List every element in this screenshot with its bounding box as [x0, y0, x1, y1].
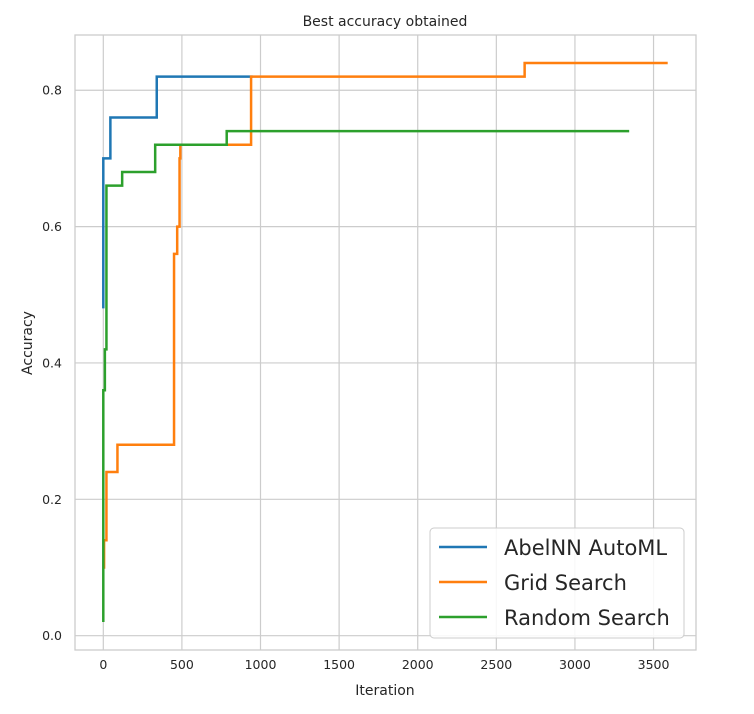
legend-label: AbelNN AutoML — [504, 536, 667, 560]
tick-labels: 0 500 1000 1500 2000 2500 3000 3500 0.0 0.2 0.4 0.6… — [42, 83, 669, 672]
legend-label: Grid Search — [504, 571, 627, 595]
x-tick-label: 3000 — [559, 657, 591, 672]
legend-box — [429, 527, 685, 639]
series-line-grid-search — [102, 61, 668, 569]
plot-frame — [74, 34, 697, 651]
x-tick-label: 0 — [99, 657, 107, 672]
x-tick-label: 2500 — [480, 657, 512, 672]
x-axis-label: Iteration — [355, 683, 414, 699]
y-tick-label: 0.2 — [42, 492, 62, 507]
x-tick-label: 2000 — [402, 657, 434, 672]
series-line-abelnn-automl — [102, 75, 253, 309]
y-tick-label: 0.8 — [42, 83, 62, 98]
chart-title: Best accuracy obtained — [303, 14, 468, 30]
legend-label: Random Search — [504, 606, 670, 630]
x-tick-label: 1000 — [245, 657, 277, 672]
y-tick-label: 0.4 — [42, 355, 62, 370]
y-tick-label: 0.6 — [42, 219, 62, 234]
x-tick-label: 1500 — [323, 657, 355, 672]
series-line-random-search — [102, 129, 630, 623]
legend: AbelNN AutoML Grid Search Random Search — [429, 527, 685, 639]
x-tick-label: 500 — [170, 657, 194, 672]
y-tick-label: 0.0 — [42, 628, 62, 643]
y-axis-label: Accuracy — [20, 311, 36, 375]
x-tick-label: 3500 — [638, 657, 670, 672]
series-lines — [102, 61, 668, 623]
